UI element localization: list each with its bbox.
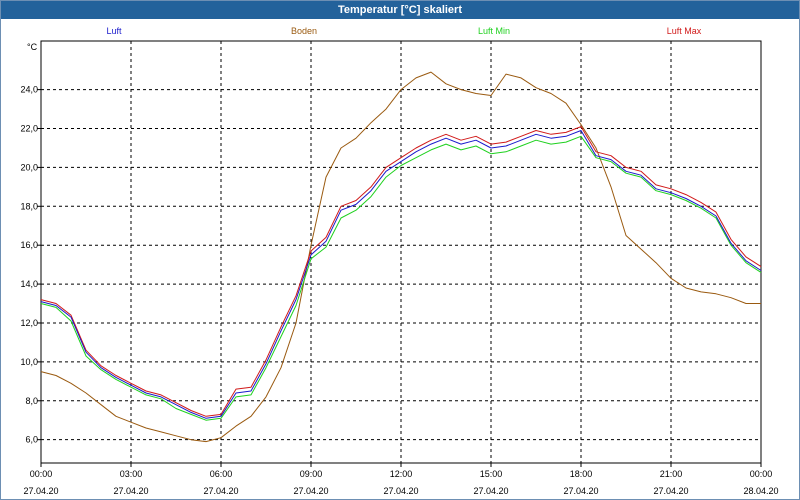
y-tick-label: 18,0 (20, 201, 38, 211)
legend-entry-luft: Luft (106, 26, 122, 36)
x-tick-time: 15:00 (480, 469, 503, 479)
x-tick-date: 27.04.20 (203, 486, 238, 496)
series-line-luft-min (40, 135, 762, 421)
x-tick-time: 21:00 (660, 469, 683, 479)
series-lines (40, 71, 762, 443)
chart-title: Temperatur [°C] skaliert (337, 4, 462, 16)
grid-lines (41, 41, 761, 463)
legend-entry-boden: Boden (291, 26, 317, 36)
x-tick-time: 03:00 (120, 469, 143, 479)
x-tick-time: 09:00 (300, 469, 323, 479)
y-tick-label: 6,0 (25, 435, 38, 445)
y-tick-label: 22,0 (20, 124, 38, 134)
y-tick-label: 10,0 (20, 357, 38, 367)
series-line-luft (40, 130, 762, 419)
x-tick-time: 18:00 (570, 469, 593, 479)
legend: Luft Boden Luft Min Luft Max (106, 26, 701, 36)
y-tick-label: 20,0 (20, 162, 38, 172)
x-tick-time: 00:00 (750, 469, 773, 479)
legend-entry-luft-min: Luft Min (478, 26, 510, 36)
y-tick-label: 16,0 (20, 240, 38, 250)
series-line-luft-max (40, 126, 762, 417)
y-tick-label: 14,0 (20, 279, 38, 289)
x-tick-time: 00:00 (30, 469, 53, 479)
x-tick-date: 27.04.20 (23, 486, 58, 496)
x-tick-date: 28.04.20 (743, 486, 778, 496)
x-axis: 00:00 27.04.20 03:00 27.04.20 06:00 27.04.20 0… (23, 463, 779, 496)
y-axis: 6,0 8,0 10,0 12,0 14,0 16,0 18,0 20,0 22,0 24,0 (20, 85, 41, 445)
x-tick-date: 27.04.20 (113, 486, 148, 496)
x-tick-date: 27.04.20 (653, 486, 688, 496)
x-tick-date: 27.04.20 (293, 486, 328, 496)
x-tick-date: 27.04.20 (473, 486, 508, 496)
y-axis-label: °C (27, 42, 38, 52)
y-tick-label: 24,0 (20, 85, 38, 95)
y-tick-label: 8,0 (25, 396, 38, 406)
x-tick-time: 06:00 (210, 469, 233, 479)
x-tick-date: 27.04.20 (563, 486, 598, 496)
legend-entry-luft-max: Luft Max (667, 26, 702, 36)
series-line-boden (40, 71, 761, 443)
x-tick-time: 12:00 (390, 469, 413, 479)
title-bar: Temperatur [°C] skaliert (1, 1, 799, 19)
x-tick-date: 27.04.20 (383, 486, 418, 496)
y-tick-label: 12,0 (20, 318, 38, 328)
